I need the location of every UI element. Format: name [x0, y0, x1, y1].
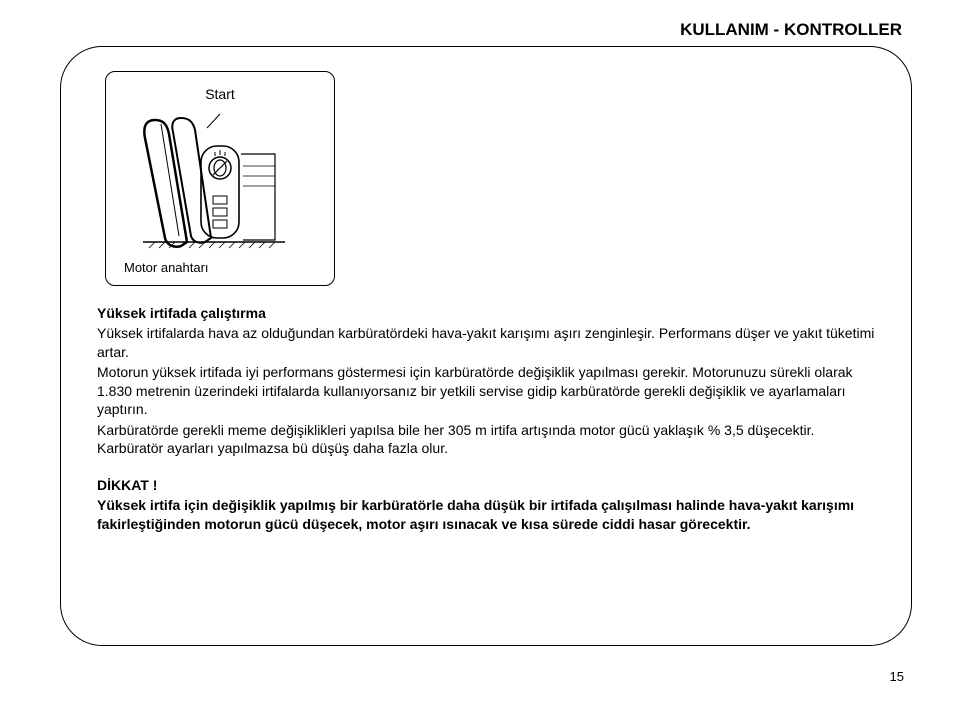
dikkat-label: DİKKAT !	[97, 476, 875, 494]
page-number: 15	[890, 669, 904, 684]
paragraph-2: Motorun yüksek irtifada iyi performans g…	[97, 363, 875, 418]
paragraph-1: Yüksek irtifalarda hava az olduğundan ka…	[97, 324, 875, 361]
figure-box: Start	[105, 71, 335, 286]
motor-anahtari-label: Motor anahtarı	[124, 260, 320, 275]
dikkat-text: Yüksek irtifa için değişiklik yapılmış b…	[97, 496, 875, 533]
content-frame: Start	[60, 46, 912, 646]
page-header: KULLANIM - KONTROLLER	[60, 20, 912, 40]
start-label: Start	[120, 86, 320, 102]
section-title: Yüksek irtifada çalıştırma	[97, 304, 875, 322]
page: KULLANIM - KONTROLLER Start	[0, 0, 960, 702]
body-text: Yüksek irtifada çalıştırma Yüksek irtifa…	[97, 304, 875, 533]
paragraph-3: Karbüratörde gerekli meme değişiklikleri…	[97, 421, 875, 458]
engine-diagram	[125, 110, 315, 250]
